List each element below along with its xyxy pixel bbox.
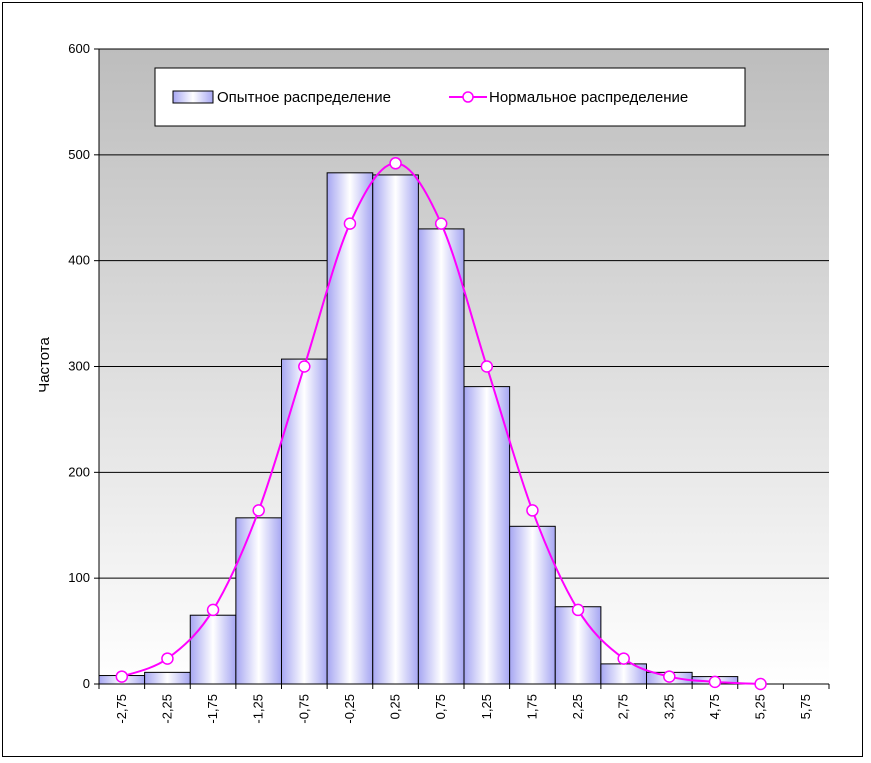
normal-curve-marker [617, 652, 630, 665]
chart-area: 0 100 200 300 400 500 600 -2,75 -2,25 -1,75 -1,25… [2, 2, 863, 757]
normal-curve-marker [663, 670, 676, 683]
x-tick-labels: -2,75 -2,25 -1,75 -1,25 -0,75 -0,25 0,25 0,75 1,… [114, 694, 813, 724]
bar [326, 172, 374, 685]
y-axis-title: Частота [36, 337, 53, 393]
normal-curve-marker [206, 603, 220, 617]
y-tick-label: 300 [68, 359, 90, 374]
normal-curve-marker [161, 652, 174, 665]
x-tick-label: -1,25 [251, 694, 266, 724]
normal-curve-group [115, 157, 767, 691]
legend-bar-label: Опытное распределение [217, 89, 391, 106]
normal-curve-marker [252, 504, 265, 517]
x-tick-label: 3,25 [661, 694, 676, 719]
normal-curve-marker [434, 217, 448, 230]
bar [554, 606, 602, 685]
y-tick-label: 400 [68, 253, 90, 268]
bar [189, 614, 237, 685]
normal-curve-marker [343, 217, 357, 230]
x-tick-label: -0,75 [296, 694, 311, 724]
x-tick-label: -2,25 [159, 694, 174, 724]
normal-curve-marker [708, 675, 722, 689]
normal-curve-marker [389, 157, 402, 170]
x-tick-label: -0,25 [342, 694, 357, 724]
legend-line-marker [462, 91, 474, 103]
y-tick-labels: 0 100 200 300 400 500 600 [68, 41, 90, 691]
x-tick-label: 2,25 [570, 694, 585, 719]
x-tick-label: -1,75 [205, 694, 220, 724]
axes [94, 48, 830, 689]
legend-box [154, 67, 746, 127]
bar [235, 517, 282, 685]
x-tick-label: 5,75 [798, 694, 813, 719]
legend: Опытное распределение Нормальное распред… [154, 67, 746, 127]
bars-group [98, 172, 739, 685]
x-tick-label: 1,75 [524, 694, 539, 719]
normal-curve-marker [115, 670, 129, 683]
x-tick-label: 1,25 [479, 694, 494, 719]
legend-line-label: Нормальное распределение [489, 89, 688, 106]
x-tick-label: 0,25 [388, 694, 403, 719]
bar [463, 386, 511, 685]
normal-curve-marker [526, 504, 539, 517]
bar [372, 174, 419, 685]
chart-svg: 0 100 200 300 400 500 600 -2,75 -2,25 -1,75 -1,25… [36, 41, 830, 724]
x-tick-label: 5,25 [753, 694, 768, 719]
bar [417, 228, 465, 685]
y-tick-label: 600 [68, 41, 90, 56]
x-tick-label: 4,75 [707, 694, 722, 719]
y-tick-label: 0 [83, 676, 90, 691]
legend-bar-swatch [172, 90, 214, 104]
y-tick-label: 500 [68, 147, 90, 162]
y-tick-label: 100 [68, 570, 90, 585]
normal-curve-marker [298, 360, 311, 373]
x-tick-label: 2,75 [616, 694, 631, 719]
y-tick-label: 200 [68, 464, 90, 479]
bar [281, 358, 328, 685]
normal-curve-marker [571, 603, 585, 617]
x-tick-label: 0,75 [433, 694, 448, 719]
bar [144, 671, 191, 685]
x-tick-label: -2,75 [114, 694, 129, 724]
normal-curve-marker [754, 677, 767, 691]
normal-curve-marker [480, 360, 494, 373]
